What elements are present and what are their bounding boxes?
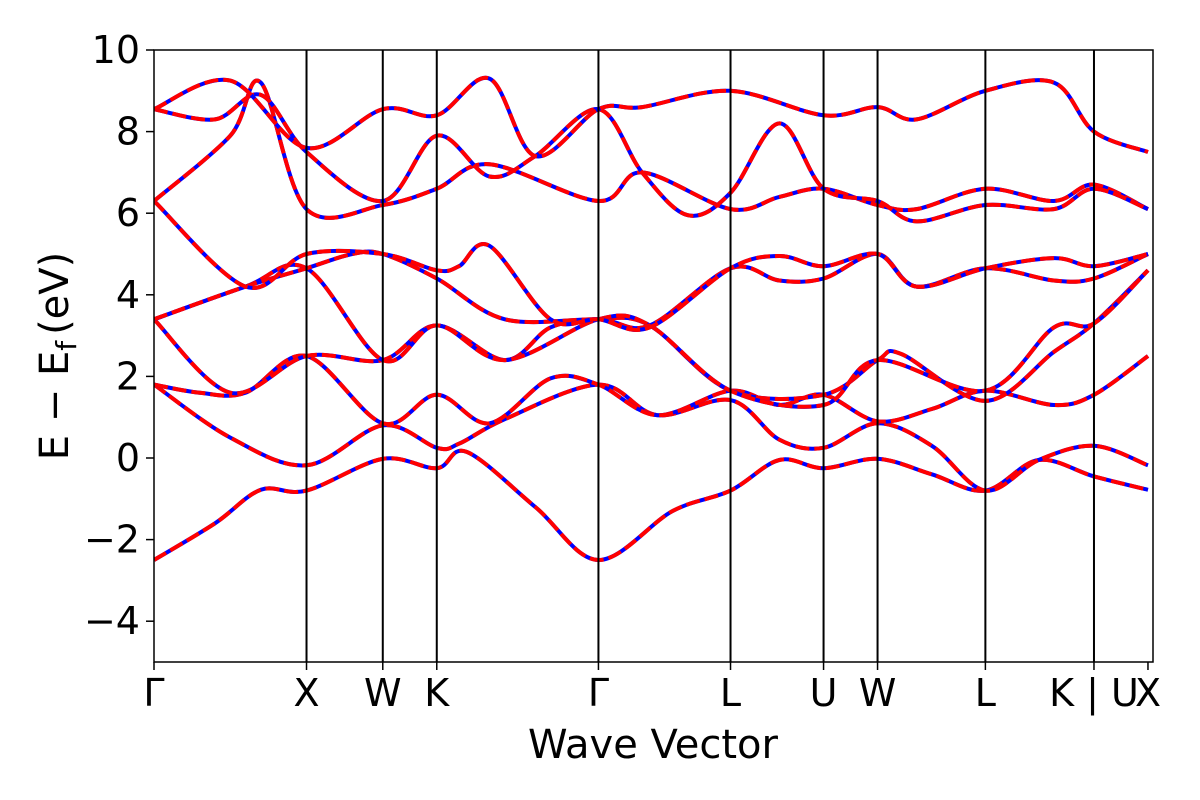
high-symmetry-lines: [305, 50, 1095, 662]
x-tick-label-2: X: [293, 671, 319, 715]
x-tick-label-4: K: [424, 671, 450, 715]
plot-frame: [153, 49, 1154, 663]
band-5-dashed: [154, 262, 1150, 409]
x-tick-label-10: K | U: [1049, 671, 1139, 716]
x-tick-label-9: L: [975, 671, 996, 715]
band-7-solid: [154, 199, 1149, 332]
x-tick-label-8: W: [859, 671, 897, 715]
y-axis: −4 −2 0 2 4 6 8 10: [84, 28, 154, 643]
y-tick-label-5: 4: [116, 273, 140, 317]
y-axis-title-main: E − E: [32, 351, 78, 461]
y-tick-label-8: 10: [92, 28, 140, 72]
y-axis-title: E − Ef (eV): [32, 252, 83, 461]
x-tick-label-7: U: [810, 671, 838, 715]
y-tick-label-6: 6: [116, 191, 140, 235]
y-tick-label-4: 2: [116, 354, 140, 398]
x-tick-label-3: W: [364, 671, 402, 715]
x-axis-title: Wave Vector: [528, 722, 779, 768]
x-tick-label-1: Γ: [143, 671, 164, 715]
x-tick-label-11: X: [1135, 671, 1161, 715]
y-axis-title-unit: (eV): [32, 252, 78, 335]
svg-text:E − Ef(eV): E − Ef (eV): [32, 252, 83, 461]
y-tick-label-3: 0: [116, 436, 140, 480]
band-9-dashed: [154, 92, 1149, 224]
y-tick-label-2: −2: [84, 518, 140, 562]
y-tick-label-1: −4: [84, 599, 140, 643]
y-tick-label-7: 8: [116, 110, 140, 154]
x-tick-label-5: Γ: [588, 671, 609, 715]
x-tick-label-6: L: [720, 671, 741, 715]
y-axis-title-sub: f: [50, 340, 83, 351]
band-10-dashed: [154, 75, 1149, 159]
